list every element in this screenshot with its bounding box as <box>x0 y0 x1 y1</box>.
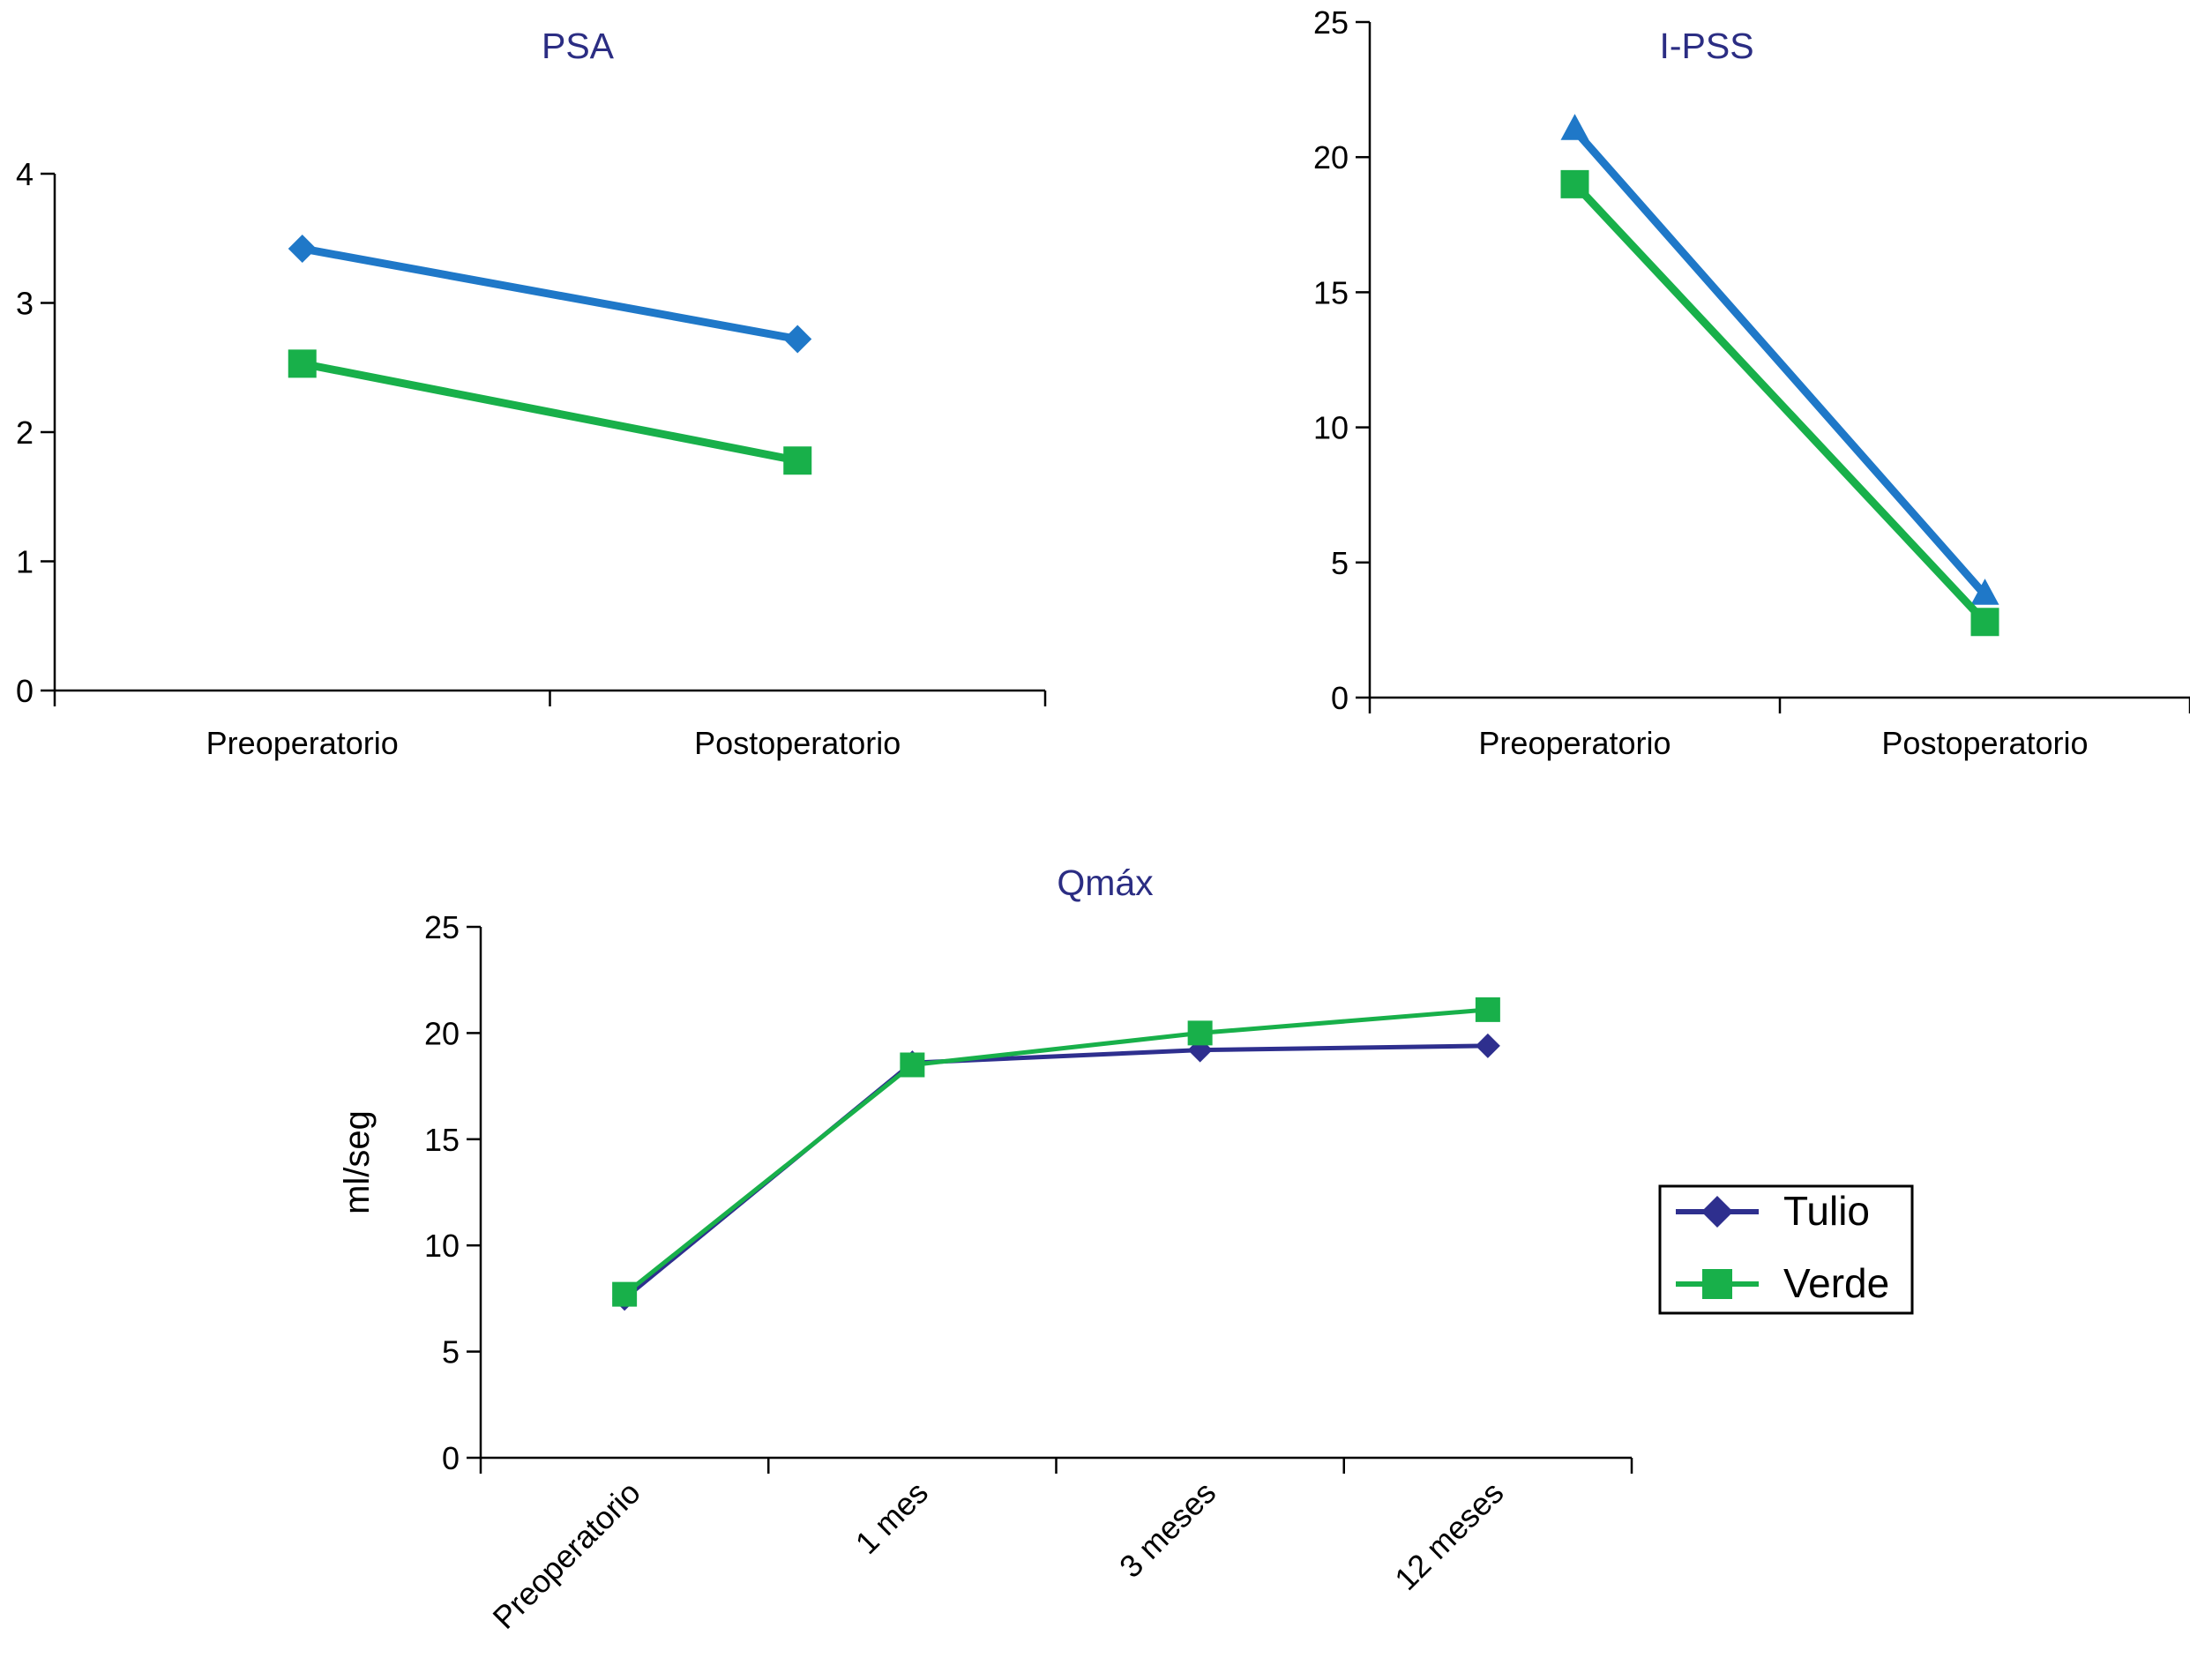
series-line <box>301 244 799 343</box>
y-tick-label: 0 <box>442 1440 460 1476</box>
legend-entry-tulio: Tulio <box>1676 1188 1870 1234</box>
series-line <box>1572 127 1988 598</box>
y-tick-label: 25 <box>1313 4 1349 41</box>
y-tick-label: 3 <box>16 286 34 322</box>
y-axis-label-qmax: ml/seg <box>338 1110 377 1214</box>
y-tick-label: 10 <box>424 1228 460 1264</box>
y-tick-label: 20 <box>1313 139 1349 175</box>
data-point <box>1560 169 1589 198</box>
legend-box <box>1658 1184 1914 1315</box>
y-tick-label: 20 <box>424 1015 460 1051</box>
y-tick-label: 0 <box>1331 680 1349 716</box>
data-point <box>900 1052 925 1078</box>
x-category-label: Preoperatorio <box>486 1475 647 1636</box>
legend-label-verde: Verde <box>1783 1260 1889 1306</box>
chart-title-ipss: I-PSS <box>1659 26 1753 66</box>
chart-title-psa: PSA <box>542 26 615 66</box>
series-line <box>1572 181 1988 625</box>
legend-entry-verde: Verde <box>1676 1260 1889 1306</box>
y-tick-label: 5 <box>1331 545 1349 581</box>
x-category-label: Postoperatorio <box>694 725 901 761</box>
y-tick-label: 5 <box>442 1334 460 1370</box>
legend-label-tulio: Tulio <box>1783 1188 1870 1234</box>
x-category-label: Preoperatorio <box>1478 725 1671 761</box>
x-category-label: 1 mes <box>848 1475 935 1561</box>
y-tick-label: 25 <box>424 909 460 945</box>
series-line <box>301 359 799 465</box>
chart-title-qmax: Qmáx <box>1057 862 1154 903</box>
y-tick-label: 0 <box>16 673 34 709</box>
chart-ipss: I-PSS 0 5 10 15 20 25 Preoperatorio Postoperato… <box>1313 4 2190 761</box>
data-point <box>288 234 317 263</box>
data-point <box>1187 1020 1213 1046</box>
legend-marker-verde <box>1702 1269 1732 1299</box>
data-point <box>1970 579 1999 605</box>
data-point <box>1475 997 1500 1022</box>
x-category-label: Postoperatorio <box>1881 725 2088 761</box>
legend: Tulio Verde <box>1658 1184 1914 1315</box>
data-point <box>1475 1033 1500 1058</box>
chart-psa: PSA 0 1 2 3 4 Preoperatorio Postoperatorio <box>16 26 1047 761</box>
y-tick-label: 15 <box>1313 274 1349 310</box>
legend-marker-tulio <box>1701 1196 1733 1228</box>
y-tick-label: 4 <box>16 156 34 192</box>
y-tick-label: 1 <box>16 544 34 580</box>
x-category-label: Preoperatorio <box>206 725 399 761</box>
data-point <box>612 1281 638 1307</box>
chart-qmax: Qmáx ml/seg 0 5 10 15 20 25 Preoperatorio 1 mes… <box>338 862 1914 1636</box>
y-tick-label: 15 <box>424 1122 460 1158</box>
data-point <box>783 446 812 475</box>
data-point <box>783 325 812 354</box>
y-tick-label: 10 <box>1313 410 1349 446</box>
data-point <box>1560 114 1589 140</box>
data-point <box>288 349 317 378</box>
series-line <box>623 1043 1488 1301</box>
series-line <box>623 1007 1489 1296</box>
x-category-label: 3 meses <box>1112 1475 1222 1585</box>
x-category-label: 12 meses <box>1387 1475 1510 1597</box>
y-tick-label: 2 <box>16 414 34 451</box>
data-point <box>1970 608 1999 637</box>
